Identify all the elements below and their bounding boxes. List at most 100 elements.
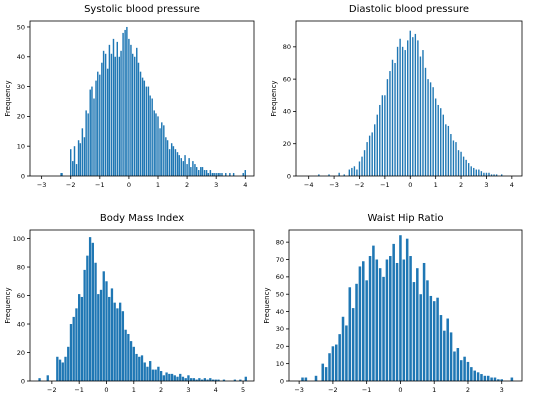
histogram-bar [145,86,148,176]
histogram-bar [198,170,200,176]
panel-title: Diastolic blood pressure [349,4,469,15]
histogram-bar [348,287,352,381]
histogram-bar [442,114,444,176]
histogram-bar [490,377,493,381]
histogram-bar [192,378,196,381]
x-tick-label: 0 [104,386,108,394]
histogram-bar [215,173,217,176]
histogram-bar [460,151,462,176]
histogram-bar [483,172,485,176]
x-tick-label: 0 [127,181,131,189]
histogram-bar [440,108,442,176]
y-tick-label: 0 [280,377,284,385]
histogram-bar [60,173,62,176]
histogram-bar [351,308,355,381]
histogram-bar [407,40,409,177]
histogram-bar [81,128,84,176]
histogram-bar [338,172,340,176]
histogram-bar [384,95,386,176]
histogram-bar [83,269,86,381]
histogram-bar [416,268,419,381]
axes-layer: −2 −1 0 1 2 3 4 5 0 20 40 60 80 100 [13,229,255,394]
histogram-bar [395,262,399,381]
y-tick-label: 80 [283,43,291,51]
histogram-bar [467,163,470,176]
histogram-bar [122,32,124,176]
histogram-bar [69,324,73,381]
histogram-bar [97,294,100,381]
histogram-bar [478,169,480,176]
histogram-bar [214,379,217,381]
histogram-bar [173,375,176,381]
histogram-bar [88,237,92,381]
y-tick-label: 20 [283,140,291,148]
histogram-bar [500,174,503,176]
x-tick-label: 1 [132,386,136,394]
histogram-bar [493,377,497,381]
histogram-bar [324,367,328,381]
histogram-bar [80,296,84,381]
histogram-bar [417,40,419,177]
histogram-bar [353,166,356,176]
histogram-bar [480,374,483,381]
histogram-bar [394,62,396,177]
histogram-bar [176,152,179,176]
histogram-bar [376,114,378,176]
x-tick-label: 3 [484,181,488,189]
x-tick-label: 4 [214,386,218,394]
histogram-bar [143,362,146,381]
y-tick-label: 100 [13,235,25,243]
histogram-bar [67,346,70,381]
histogram-bar [85,110,87,176]
x-tick-label: −1 [362,386,372,394]
histogram-bar [151,369,155,381]
histogram-bar [412,282,416,381]
panel-title: Waist Hip Ratio [368,213,444,224]
histogram-bar [93,98,95,176]
histogram-bar [473,370,476,381]
histogram-bar [314,375,318,381]
histogram-bar [134,56,136,176]
histogram-bar [159,128,161,176]
histogram-bar [166,140,169,176]
histogram-bar [222,379,226,381]
histogram-bar [102,50,105,177]
histogram-bar [399,235,402,381]
histogram-bar [452,140,455,176]
histogram-bar [480,171,483,176]
histogram-bar [127,333,130,381]
histogram-bar [368,135,371,176]
histogram-bar [378,268,382,381]
histogram-bar [163,125,165,176]
histogram-bar [244,170,246,176]
histogram-bar [422,50,424,177]
histogram-bar [116,308,119,381]
histogram-bar [355,283,358,381]
histogram-bar [361,156,363,177]
histogram-bar [165,137,167,176]
histogram-bar [446,318,449,381]
histogram-bar [488,172,490,176]
y-tick-label: 10 [276,360,284,368]
histogram-bar [154,369,157,381]
histogram-bar [213,173,215,176]
histogram-bar [436,297,439,381]
histogram-bar [203,378,206,381]
histogram-bar [335,344,338,381]
histogram-bar [38,378,41,381]
histogram-bar [466,361,470,381]
histogram-bar [170,143,173,176]
histogram-bar [490,174,493,176]
histogram-bar [105,281,108,381]
histogram-bar [221,173,223,176]
histogram-bar [113,302,116,381]
histogram-bar [497,379,500,381]
histogram-bar [78,294,81,381]
histogram-bar [414,33,417,176]
y-tick-label: 10 [17,142,25,150]
histogram-bar [149,95,151,176]
x-tick-label: −1 [74,386,84,394]
x-tick-label: 1 [156,181,160,189]
histogram-bar [110,53,113,176]
bars-layer [301,235,514,381]
